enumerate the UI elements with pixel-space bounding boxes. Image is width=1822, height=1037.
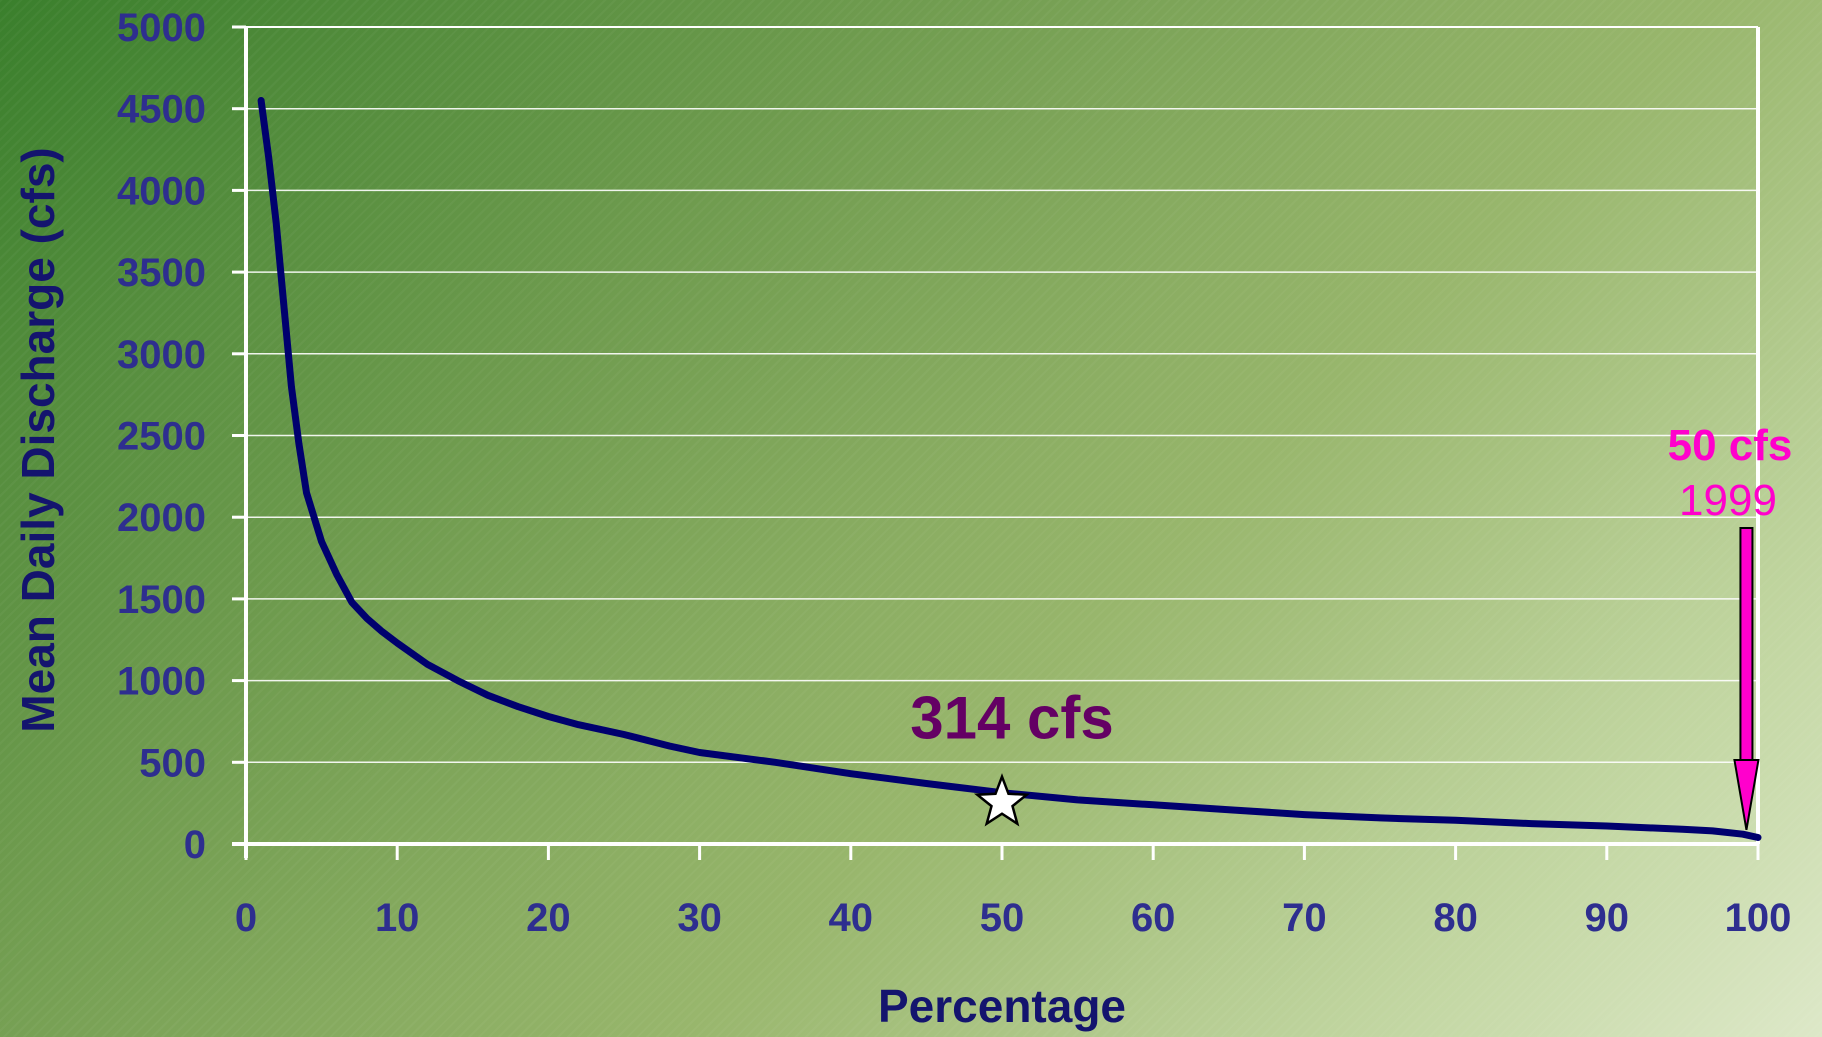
x-tick-label-20: 20 bbox=[526, 896, 571, 940]
y-tick-label-1500: 1500 bbox=[117, 578, 206, 622]
record-low-annotation-year: 1999 bbox=[1679, 476, 1777, 525]
x-axis-title: Percentage bbox=[878, 980, 1126, 1032]
x-tick-labels: 0 10 20 30 40 50 60 70 80 90 100 bbox=[235, 896, 1792, 940]
y-tick-label-5000: 5000 bbox=[117, 6, 206, 50]
median-annotation-label: 314 cfs bbox=[910, 685, 1114, 752]
y-tick-labels: 0 500 1000 1500 2000 2500 3000 3500 4000 4500 5000 bbox=[117, 6, 206, 867]
series-group bbox=[257, 97, 1762, 841]
x-tick-label-40: 40 bbox=[829, 896, 874, 940]
x-tick-label-0: 0 bbox=[235, 896, 257, 940]
x-tick-label-70: 70 bbox=[1282, 896, 1327, 940]
annotations: 314 cfs 50 cfs 1999 bbox=[910, 421, 1792, 830]
y-tick-label-4500: 4500 bbox=[117, 88, 206, 132]
y-tick-label-1000: 1000 bbox=[117, 660, 206, 704]
record-low-arrow-head bbox=[1733, 759, 1760, 830]
y-tick-label-4000: 4000 bbox=[117, 169, 206, 213]
record-low-arrow-shaft bbox=[1739, 527, 1754, 761]
x-tick-label-100: 100 bbox=[1725, 896, 1792, 940]
series-line-0 bbox=[257, 97, 1762, 841]
y-tick-label-3000: 3000 bbox=[117, 333, 206, 377]
x-tick-label-80: 80 bbox=[1433, 896, 1478, 940]
x-tick-label-50: 50 bbox=[980, 896, 1025, 940]
x-tick-label-30: 30 bbox=[677, 896, 722, 940]
y-axis-title: Mean Daily Discharge (cfs) bbox=[12, 147, 64, 732]
y-tick-label-0: 0 bbox=[184, 823, 206, 867]
grid-lines bbox=[246, 26, 1758, 764]
y-tick-label-2000: 2000 bbox=[117, 496, 206, 540]
plot-frame bbox=[232, 25, 1760, 860]
median-star-marker bbox=[973, 773, 1031, 827]
y-tick-label-2500: 2500 bbox=[117, 415, 206, 459]
y-tick-label-3500: 3500 bbox=[117, 251, 206, 295]
record-low-annotation-label: 50 cfs bbox=[1668, 421, 1793, 470]
x-tick-label-90: 90 bbox=[1585, 896, 1630, 940]
x-tick-label-10: 10 bbox=[375, 896, 420, 940]
y-tick-label-500: 500 bbox=[139, 741, 206, 785]
x-tick-label-60: 60 bbox=[1131, 896, 1176, 940]
